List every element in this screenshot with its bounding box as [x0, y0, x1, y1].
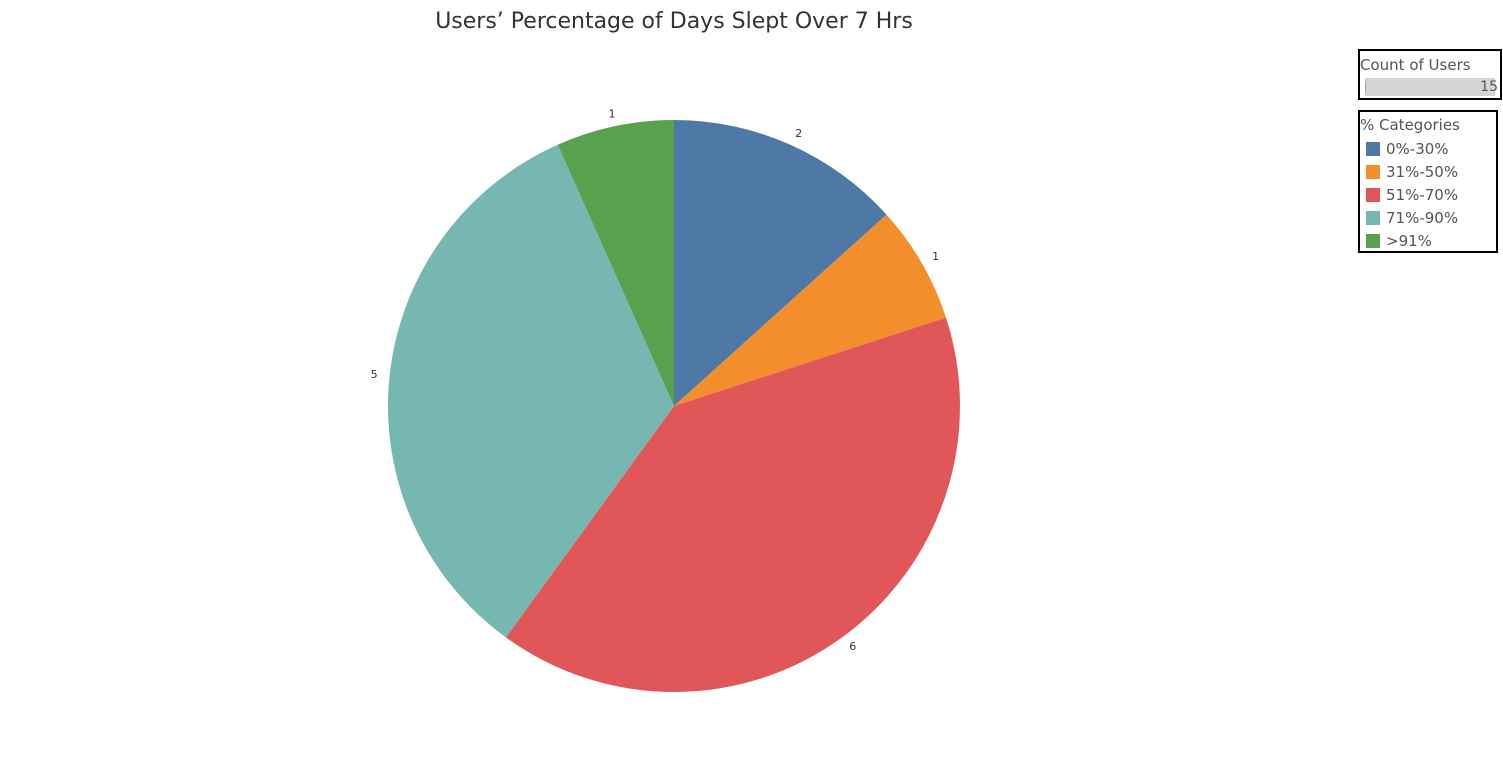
slice-data-label: 1 [932, 250, 939, 263]
size-legend[interactable]: Count of Users 15 [1358, 49, 1502, 100]
legend-label: 51%-70% [1386, 186, 1459, 204]
legend-swatch [1366, 165, 1380, 179]
legend-item[interactable]: 51%-70% [1366, 185, 1458, 205]
size-legend-min-tick [1365, 81, 1366, 93]
legend-swatch [1366, 211, 1380, 225]
legend-label: 71%-90% [1386, 209, 1459, 227]
size-legend-bar [1365, 78, 1495, 96]
legend-swatch [1366, 142, 1380, 156]
pie-slice[interactable] [674, 120, 887, 406]
pie-slice[interactable] [505, 317, 960, 693]
pie-slice[interactable] [557, 120, 674, 406]
legend-item[interactable]: 71%-90% [1366, 208, 1458, 228]
legend-swatch [1366, 188, 1380, 202]
legend-label: 0%-30% [1386, 140, 1449, 158]
legend-item[interactable]: 0%-30% [1366, 139, 1449, 159]
category-legend[interactable]: % Categories 0%-30% 31%-50% 51%-70% 71%-… [1358, 110, 1498, 253]
size-legend-title: Count of Users [1360, 56, 1471, 74]
legend-label: 31%-50% [1386, 163, 1459, 181]
slice-data-label: 2 [795, 127, 802, 140]
slice-data-label: 1 [609, 108, 616, 121]
slice-data-label: 5 [371, 368, 378, 381]
legend-item[interactable]: >91% [1366, 231, 1432, 251]
legend-label: >91% [1386, 232, 1432, 250]
size-legend-value: 15 [1480, 79, 1498, 95]
category-legend-title: % Categories [1360, 116, 1460, 134]
legend-item[interactable]: 31%-50% [1366, 162, 1458, 182]
pie-slice[interactable] [387, 144, 674, 638]
chart-title: Users’ Percentage of Days Slept Over 7 H… [435, 9, 913, 34]
pie-slice[interactable] [674, 214, 946, 406]
slice-data-label: 6 [849, 640, 856, 653]
legend-swatch [1366, 234, 1380, 248]
